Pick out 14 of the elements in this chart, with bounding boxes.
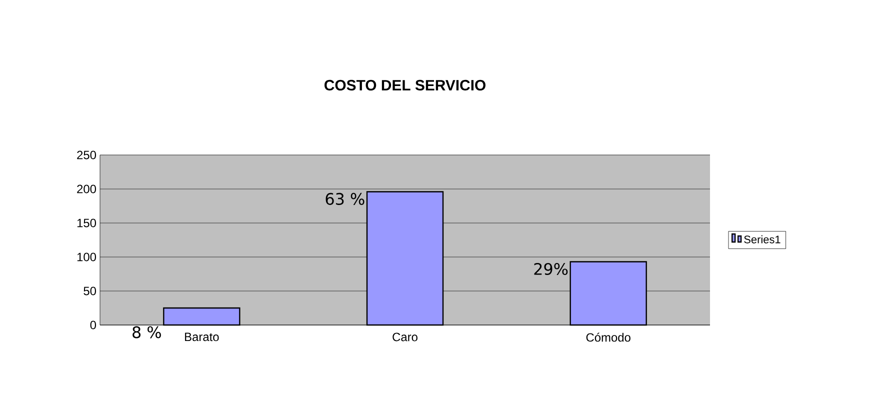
x-tick-label: Caro: [392, 332, 418, 342]
annotation: 8 %: [132, 326, 161, 338]
y-tick-label: 150: [77, 218, 96, 228]
y-tick-label: 250: [77, 150, 96, 160]
y-tick-label: 200: [77, 184, 96, 194]
chart-title: COSTO DEL SERVICIO: [324, 80, 486, 90]
y-tick-label: 50: [84, 286, 96, 296]
annotation: 63 %: [326, 192, 364, 205]
y-tick-label: 100: [77, 252, 96, 262]
x-tick-label: Barato: [185, 332, 219, 342]
annotation: 29%: [534, 262, 568, 276]
legend-label: Series1: [744, 235, 780, 244]
x-tick-label: Cómodo: [586, 332, 630, 342]
y-tick-label: 0: [90, 320, 96, 330]
